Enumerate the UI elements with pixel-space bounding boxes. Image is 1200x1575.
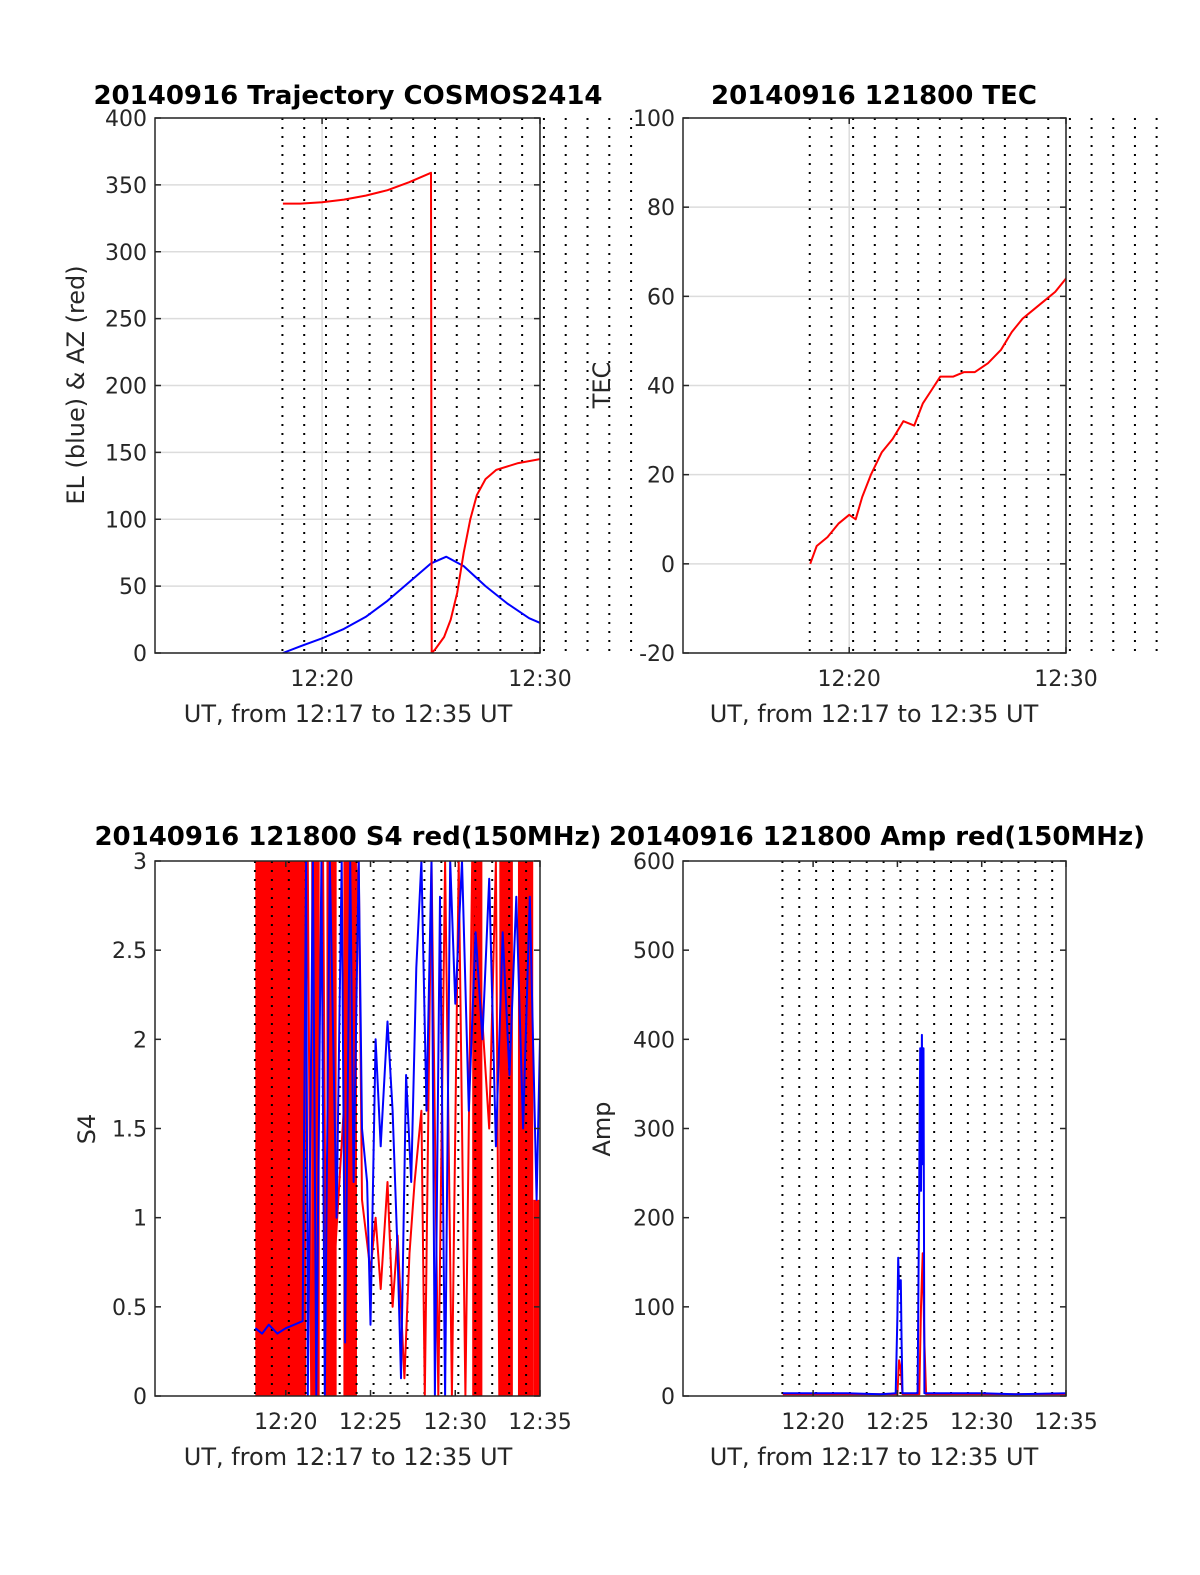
y-tick-label: 0 <box>133 642 147 667</box>
series-line-blue <box>782 1033 1066 1396</box>
y-tick-label: 2 <box>133 1028 147 1053</box>
chart-title: 20140916 121800 Amp red(150MHz) <box>609 822 1145 852</box>
x-axis-label: UT, from 12:17 to 12:35 UT <box>710 700 1039 728</box>
y-tick-label: 80 <box>647 196 675 221</box>
series-line-blue <box>254 861 540 1396</box>
x-axis-label: UT, from 12:17 to 12:35 UT <box>184 1443 513 1471</box>
x-tick-label: 12:20 <box>290 667 353 692</box>
saturation-band <box>255 861 307 1396</box>
y-tick-label: 0.5 <box>112 1296 147 1321</box>
x-tick-label: 12:20 <box>781 1410 844 1435</box>
y-tick-label: 100 <box>633 1296 675 1321</box>
panel-tec: 20140916 121800 TEC UT, from 12:17 to 12… <box>588 81 1158 728</box>
y-tick-label: 400 <box>105 107 147 132</box>
y-tick-label: 500 <box>633 939 675 964</box>
y-tick-label: 200 <box>105 375 147 400</box>
y-axis-label: TEC <box>588 362 616 410</box>
chart-title: 20140916 121800 TEC <box>711 81 1037 111</box>
x-tick-label: 12:35 <box>1034 1410 1097 1435</box>
y-tick-label: 150 <box>105 441 147 466</box>
y-tick-label: 0 <box>661 1385 675 1410</box>
y-tick-label: 1 <box>133 1207 147 1232</box>
y-tick-label: 350 <box>105 174 147 199</box>
y-tick-label: 200 <box>633 1207 675 1232</box>
x-tick-label: 12:25 <box>339 1410 402 1435</box>
y-tick-label: 400 <box>633 1028 675 1053</box>
chart-title: 20140916 121800 S4 red(150MHz) <box>94 822 601 852</box>
y-tick-label: 2.5 <box>112 939 147 964</box>
series-line-red <box>282 171 540 653</box>
x-tick-label: 12:35 <box>508 1410 571 1435</box>
panel-amp: 20140916 121800 Amp red(150MHz) UT, from… <box>588 822 1145 1471</box>
y-tick-label: 50 <box>119 575 147 600</box>
x-tick-label: 12:25 <box>866 1410 929 1435</box>
y-axis-label: EL (blue) & AZ (red) <box>62 265 90 504</box>
panel-s4: 20140916 121800 S4 red(150MHz) UT, from … <box>73 822 602 1471</box>
y-axis-label: Amp <box>588 1101 616 1156</box>
y-tick-label: 300 <box>105 241 147 266</box>
y-tick-label: 250 <box>105 308 147 333</box>
y-tick-label: 0 <box>661 553 675 578</box>
y-tick-label: 3 <box>133 850 147 875</box>
chart-title: 20140916 Trajectory COSMOS2414 <box>93 81 602 111</box>
y-tick-label: 300 <box>633 1118 675 1143</box>
x-tick-label: 12:30 <box>950 1410 1013 1435</box>
saturation-band <box>472 861 483 1396</box>
saturation-band <box>517 861 534 1396</box>
x-axis-label: UT, from 12:17 to 12:35 UT <box>184 700 513 728</box>
y-tick-label: 100 <box>633 107 675 132</box>
y-tick-label: 0 <box>133 1385 147 1410</box>
panel-trajectory: 20140916 Trajectory COSMOS2414 UT, from … <box>62 81 633 728</box>
series-line-blue <box>282 555 540 653</box>
saturation-band <box>326 861 337 1396</box>
x-tick-label: 12:20 <box>818 667 881 692</box>
y-tick-label: 1.5 <box>112 1118 147 1143</box>
y-tick-label: 60 <box>647 285 675 310</box>
y-tick-label: 20 <box>647 464 675 489</box>
x-axis-label: UT, from 12:17 to 12:35 UT <box>710 1443 1039 1471</box>
y-tick-label: 40 <box>647 375 675 400</box>
x-tick-label: 12:30 <box>424 1410 487 1435</box>
y-tick-label: -20 <box>639 642 675 667</box>
saturation-band <box>499 861 513 1396</box>
axes-frame <box>682 860 1067 1397</box>
saturation-band <box>533 1199 540 1396</box>
y-tick-label: 600 <box>633 850 675 875</box>
x-tick-label: 12:30 <box>508 667 571 692</box>
series-line-red <box>809 276 1066 565</box>
y-tick-label: 100 <box>105 508 147 533</box>
x-tick-label: 12:30 <box>1034 667 1097 692</box>
y-axis-label: S4 <box>73 1114 101 1145</box>
x-tick-label: 12:20 <box>254 1410 317 1435</box>
